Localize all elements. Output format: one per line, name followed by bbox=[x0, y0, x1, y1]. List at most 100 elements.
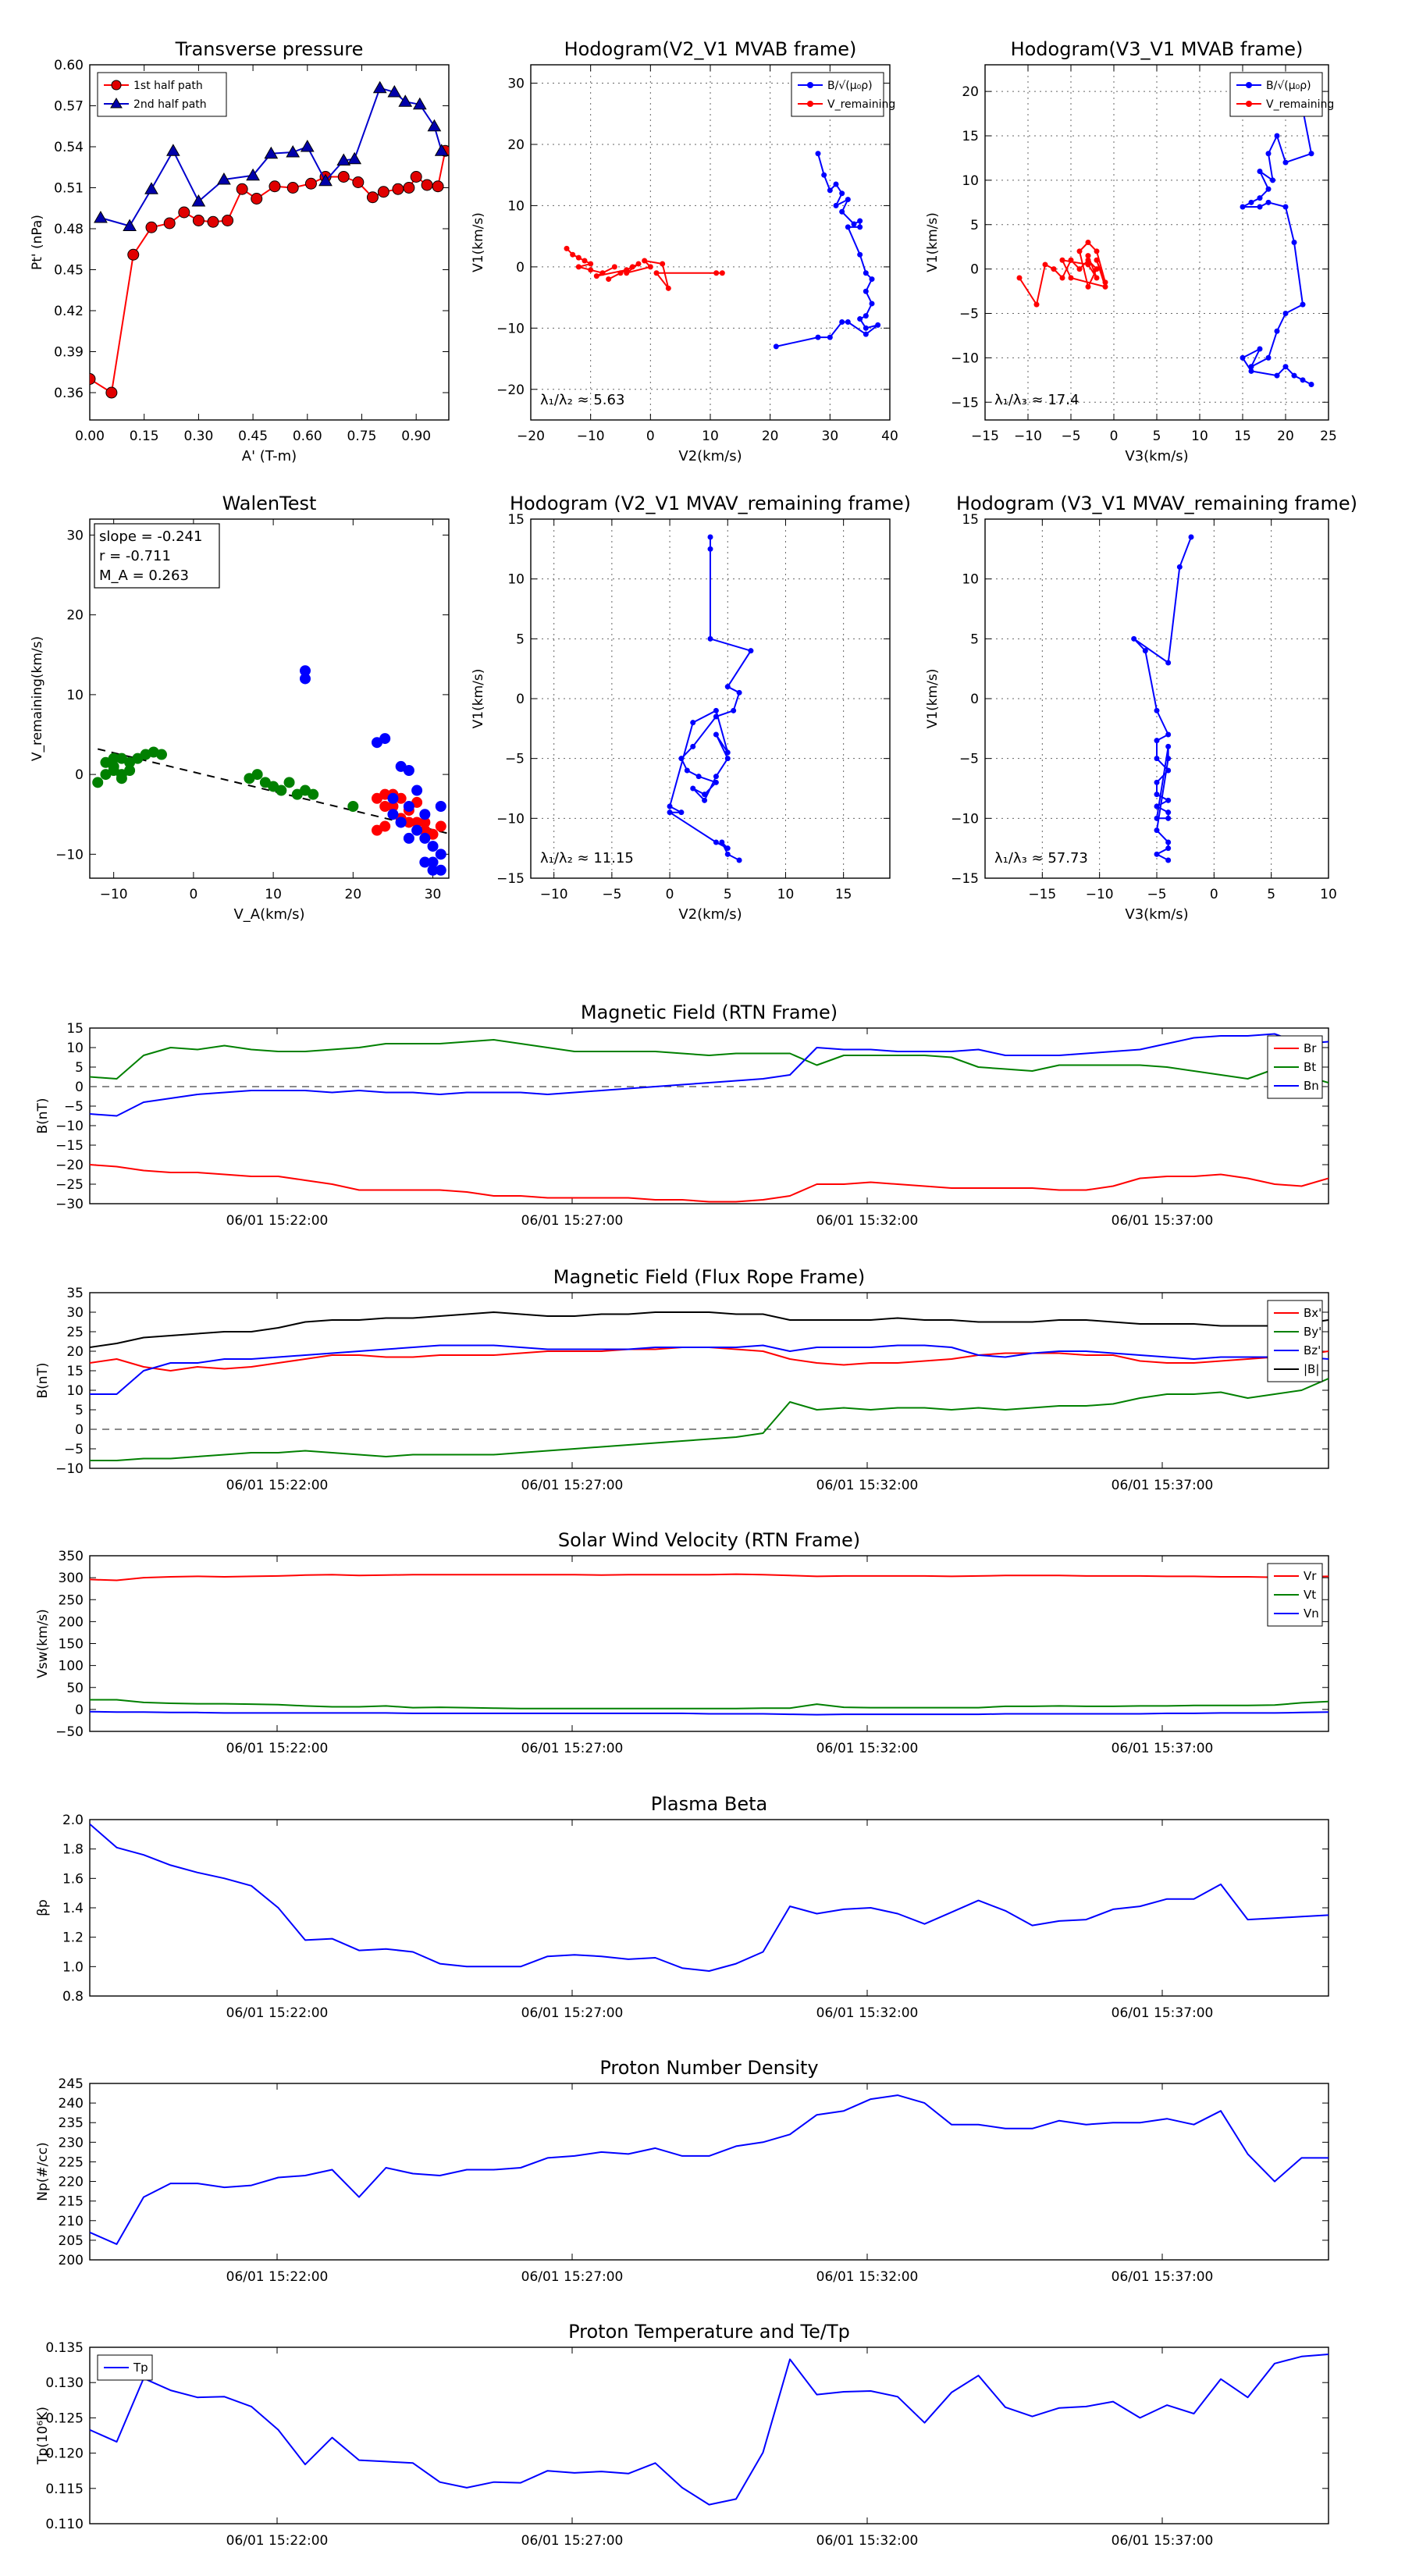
data-point bbox=[94, 210, 108, 223]
series-line-1 bbox=[90, 1039, 1329, 1083]
y-tick-label: 30 bbox=[66, 1305, 84, 1321]
y-tick-label: 250 bbox=[59, 1592, 84, 1608]
y-tick-label: 220 bbox=[59, 2175, 84, 2190]
chart-title: Hodogram (V3_V1 MVAV_remaining frame) bbox=[956, 493, 1357, 514]
data-point bbox=[833, 181, 839, 187]
legend-label: Br bbox=[1304, 1041, 1317, 1055]
data-point bbox=[1165, 660, 1172, 666]
data-point bbox=[617, 270, 624, 276]
y-axis-label: V1(km/s) bbox=[471, 212, 486, 272]
legend-label: Vt bbox=[1304, 1588, 1316, 1602]
plot-frame bbox=[89, 2347, 1329, 2524]
data-point bbox=[707, 534, 713, 540]
series-line-0 bbox=[90, 2094, 1329, 2245]
data-point bbox=[869, 301, 875, 307]
legend-label: V_remaining bbox=[827, 98, 895, 111]
chart-ts5: Proton Number Density 200 205 210 215 220 225 2… bbox=[35, 2057, 1329, 2285]
chart-title: Proton Temperature and Te/Tp bbox=[568, 2321, 850, 2343]
data-point bbox=[1274, 372, 1280, 379]
y-tick-label: −15 bbox=[496, 871, 525, 887]
data-point bbox=[419, 832, 431, 844]
data-point bbox=[410, 171, 422, 183]
y-tick-label: 0 bbox=[970, 692, 979, 707]
data-point bbox=[1257, 204, 1263, 210]
y-tick-label: 0.110 bbox=[45, 2517, 84, 2532]
y-tick-label: 10 bbox=[962, 173, 979, 189]
stats-line1: slope = -0.241 bbox=[99, 528, 202, 545]
data-point bbox=[1282, 311, 1289, 316]
data-point bbox=[286, 182, 299, 194]
x-tick-label: 0.30 bbox=[183, 429, 213, 444]
data-point bbox=[269, 180, 281, 193]
data-point bbox=[1308, 151, 1314, 157]
legend: Tp bbox=[97, 2354, 153, 2381]
data-point bbox=[1176, 564, 1183, 570]
data-point bbox=[1076, 248, 1083, 254]
data-point bbox=[207, 215, 219, 228]
data-point bbox=[1154, 827, 1160, 834]
y-tick-label: 0.130 bbox=[45, 2375, 84, 2391]
data-point bbox=[707, 635, 713, 642]
legend-label: Bz' bbox=[1304, 1343, 1321, 1357]
data-point bbox=[827, 187, 833, 194]
eigenvalue-ratio-annotation: λ₁/λ₂ ≈ 5.63 bbox=[540, 392, 624, 408]
x-tick-label: 06/01 15:22:00 bbox=[226, 2533, 329, 2549]
y-axis-label: Vsw(km/s) bbox=[35, 1609, 51, 1678]
legend: Vr Vt Vn bbox=[1267, 1563, 1323, 1627]
data-point bbox=[1094, 275, 1100, 281]
x-tick-label: 06/01 15:32:00 bbox=[816, 1213, 919, 1229]
y-tick-label: 1.4 bbox=[62, 1901, 84, 1916]
data-point bbox=[863, 288, 869, 294]
data-point bbox=[163, 217, 176, 229]
data-point bbox=[1085, 240, 1091, 245]
data-point bbox=[105, 386, 118, 399]
y-tick-label: −10 bbox=[55, 847, 84, 863]
data-point bbox=[264, 146, 279, 159]
series-line-1 bbox=[90, 1699, 1329, 1710]
x-tick-label: 06/01 15:32:00 bbox=[816, 1478, 919, 1493]
series-line-0 bbox=[90, 1823, 1329, 1972]
y-tick-label: 215 bbox=[59, 2194, 84, 2210]
data-point bbox=[1142, 648, 1148, 654]
x-tick-label: 0.60 bbox=[293, 429, 322, 444]
data-point bbox=[713, 731, 719, 738]
x-tick-label: 0.90 bbox=[401, 429, 431, 444]
data-point bbox=[392, 183, 404, 195]
data-point bbox=[411, 785, 423, 796]
data-point bbox=[629, 264, 635, 270]
x-tick-label: −10 bbox=[540, 887, 568, 902]
data-point bbox=[427, 119, 442, 132]
data-point bbox=[748, 648, 754, 654]
y-axis-label: Tp(10⁶K) bbox=[35, 2407, 51, 2465]
y-tick-label: −5 bbox=[959, 307, 979, 322]
y-tick-label: 10 bbox=[507, 572, 525, 588]
data-point bbox=[1042, 262, 1048, 268]
data-point bbox=[435, 820, 446, 832]
data-point bbox=[1265, 199, 1272, 205]
legend-box bbox=[97, 72, 227, 117]
chart-title: WalenTest bbox=[222, 493, 317, 514]
data-point bbox=[839, 190, 845, 197]
data-point bbox=[684, 767, 690, 774]
data-point bbox=[1154, 803, 1160, 809]
data-point bbox=[403, 765, 414, 776]
y-tick-label: 2.0 bbox=[62, 1813, 84, 1828]
x-tick-label: −15 bbox=[971, 429, 999, 444]
x-tick-label: 10 bbox=[1191, 429, 1208, 444]
data-point bbox=[815, 334, 821, 340]
data-point bbox=[421, 179, 433, 191]
y-tick-label: −10 bbox=[496, 321, 525, 336]
y-tick-label: 0 bbox=[516, 260, 525, 276]
data-point bbox=[667, 803, 673, 809]
data-point bbox=[713, 774, 719, 780]
data-point bbox=[1282, 204, 1289, 210]
y-tick-label: −10 bbox=[496, 811, 525, 827]
data-point bbox=[875, 322, 881, 328]
y-tick-label: 5 bbox=[516, 632, 525, 647]
y-tick-label: 0.48 bbox=[54, 222, 84, 237]
data-point bbox=[575, 264, 582, 270]
eigenvalue-ratio-annotation: λ₁/λ₃ ≈ 57.73 bbox=[994, 850, 1088, 866]
data-point bbox=[403, 832, 414, 844]
data-point bbox=[304, 177, 317, 190]
y-tick-label: 10 bbox=[66, 688, 84, 703]
